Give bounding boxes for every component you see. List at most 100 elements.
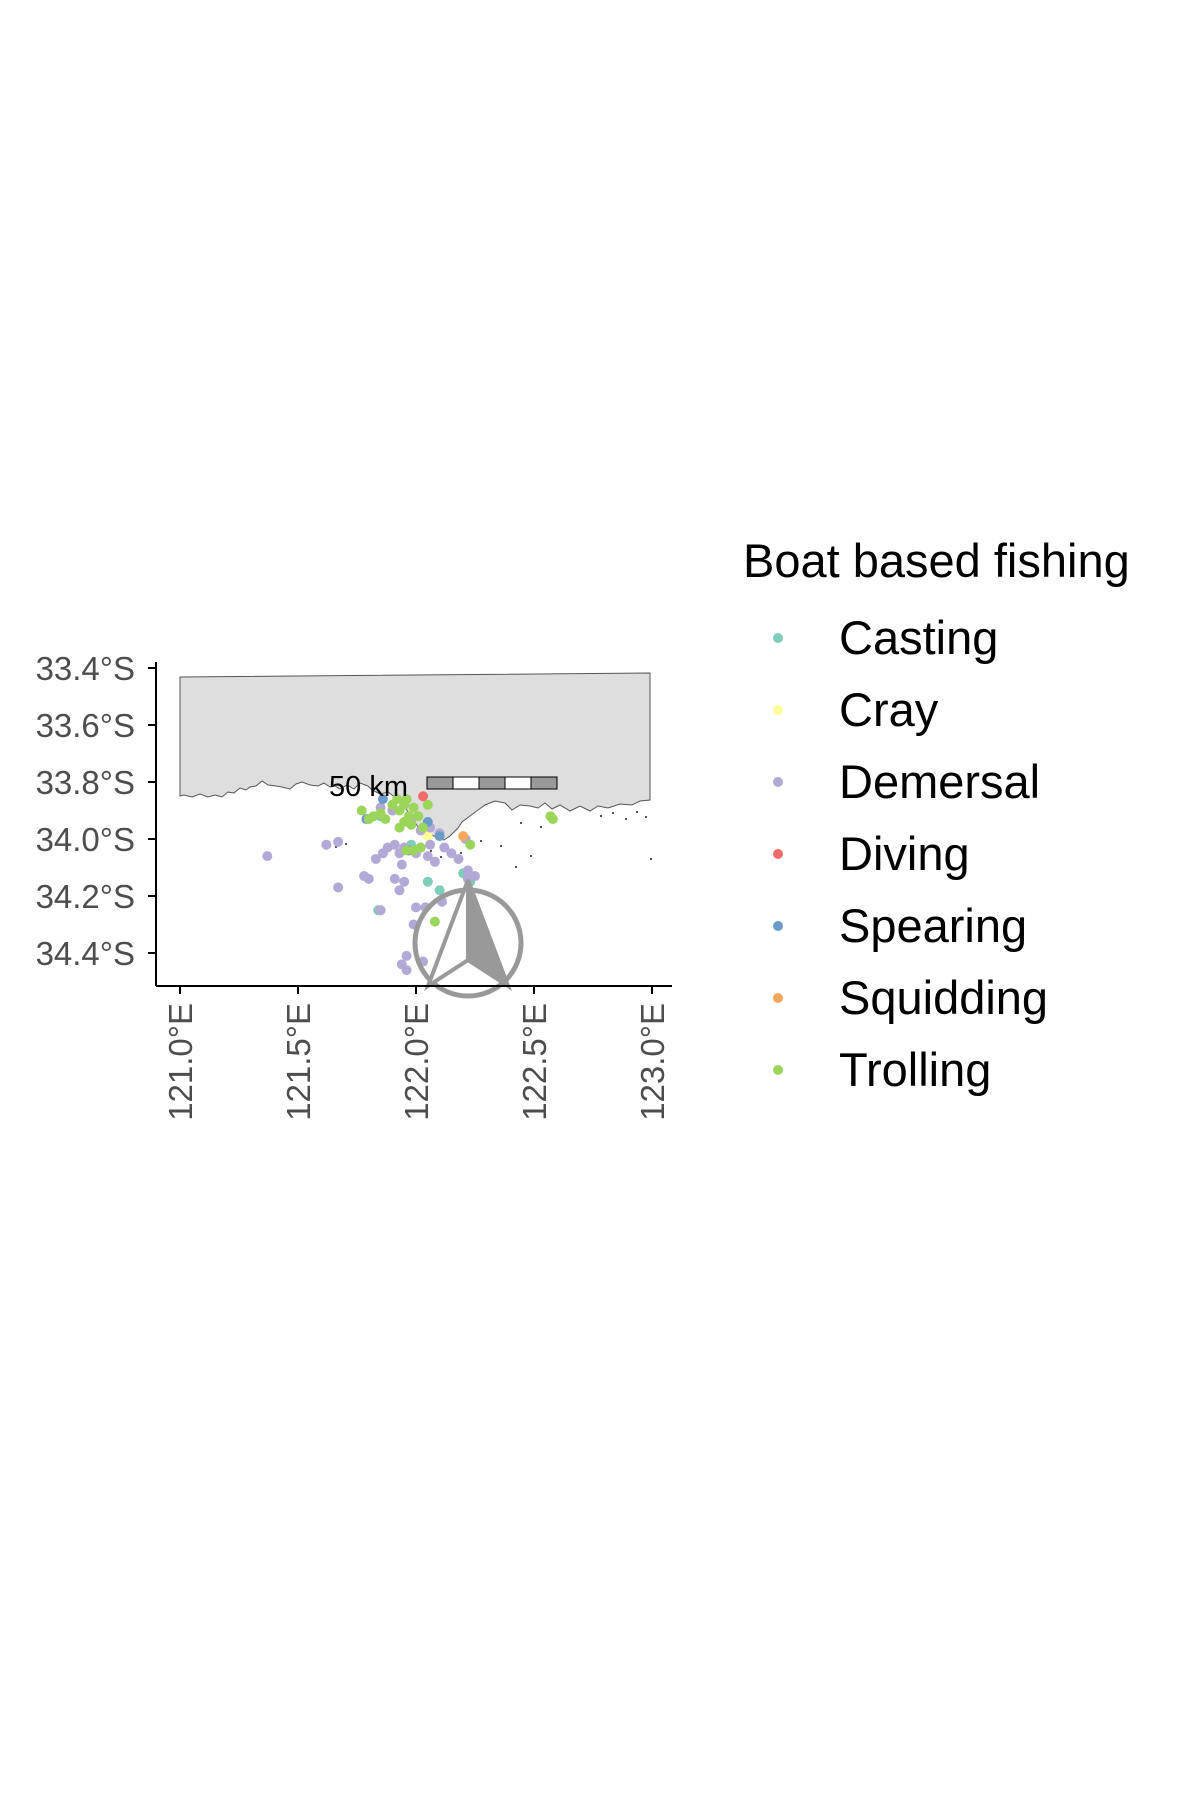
point-trolling xyxy=(401,794,412,805)
legend-label-demersal: Demersal xyxy=(839,755,1040,808)
y-tick-label: 34.4°S xyxy=(36,935,135,972)
point-spearing xyxy=(377,794,388,805)
point-demersal xyxy=(439,842,450,853)
legend-key-cray xyxy=(773,705,783,715)
point-trolling xyxy=(429,916,440,927)
point-demersal xyxy=(333,836,344,847)
point-trolling xyxy=(408,802,419,813)
point-trolling xyxy=(422,799,433,810)
point-demersal xyxy=(321,839,332,850)
point-trolling xyxy=(413,811,424,822)
island xyxy=(515,866,517,868)
legend-key-spearing xyxy=(773,921,783,931)
point-demersal xyxy=(363,873,374,884)
island xyxy=(500,845,502,847)
point-demersal xyxy=(453,853,464,864)
x-tick-label: 122.0°E xyxy=(398,1003,435,1121)
x-axis-ticks: 121.0°E 121.5°E 122.0°E 122.5°E 123.0°E xyxy=(162,986,671,1121)
point-demersal xyxy=(411,902,421,913)
island xyxy=(335,846,337,848)
x-tick-label: 122.5°E xyxy=(516,1003,553,1121)
legend-key-trolling xyxy=(773,1065,783,1075)
legend-label-diving: Diving xyxy=(839,827,970,880)
north-arrow-icon xyxy=(412,879,524,999)
point-demersal xyxy=(396,859,407,870)
island xyxy=(636,811,638,813)
offshore-islands xyxy=(335,811,652,872)
legend-label-squidding: Squidding xyxy=(839,971,1048,1024)
point-demersal xyxy=(394,885,405,896)
point-demersal xyxy=(262,851,273,862)
y-tick-label: 33.8°S xyxy=(36,764,135,801)
island xyxy=(612,812,614,814)
x-tick-label: 123.0°E xyxy=(634,1003,671,1121)
point-trolling xyxy=(394,822,405,833)
legend-key-squidding xyxy=(773,993,783,1003)
point-demersal xyxy=(401,965,412,976)
y-tick-label: 33.6°S xyxy=(36,707,135,744)
point-trolling xyxy=(415,842,426,853)
point-trolling xyxy=(392,794,403,805)
point-casting xyxy=(422,876,433,887)
point-cray xyxy=(422,831,433,842)
scale-bar-segment xyxy=(426,776,454,790)
point-diving xyxy=(418,791,429,802)
legend-label-casting: Casting xyxy=(839,611,998,664)
island xyxy=(480,840,482,842)
legend-key-diving xyxy=(773,849,783,859)
scale-bar-segment xyxy=(530,776,558,790)
island xyxy=(650,858,652,860)
legend-key-demersal xyxy=(773,777,783,787)
axes: 33.4°S 33.6°S 33.8°S 34.0°S 34.2°S 34.4°S 121… xyxy=(36,650,672,1121)
island xyxy=(540,826,542,828)
legend-key-casting xyxy=(773,633,783,643)
point-trolling xyxy=(465,839,476,850)
point-demersal xyxy=(389,839,400,850)
scale-bar-segment xyxy=(452,776,480,790)
point-demersal xyxy=(429,856,440,867)
legend-label-spearing: Spearing xyxy=(839,899,1027,952)
point-squidding xyxy=(458,831,469,842)
point-demersal xyxy=(462,865,473,876)
x-tick-label: 121.0°E xyxy=(162,1003,199,1121)
point-demersal xyxy=(375,905,386,916)
data-points xyxy=(262,791,558,976)
island xyxy=(460,852,462,854)
point-demersal xyxy=(389,873,400,884)
island xyxy=(530,855,532,857)
legend-title: Boat based fishing xyxy=(743,534,1130,587)
y-tick-label: 33.4°S xyxy=(36,650,135,687)
legend-label-trolling: Trolling xyxy=(839,1043,991,1096)
point-spearing xyxy=(434,831,445,842)
scale-bar-segment xyxy=(504,776,532,790)
x-tick-label: 121.5°E xyxy=(280,1003,317,1121)
point-demersal xyxy=(422,851,433,862)
point-demersal xyxy=(399,876,410,887)
island xyxy=(600,815,602,817)
point-trolling xyxy=(380,814,391,825)
scale-bar-label: 50 km xyxy=(329,771,408,803)
island xyxy=(345,843,347,845)
point-casting xyxy=(434,885,445,896)
point-demersal xyxy=(401,950,412,961)
point-trolling xyxy=(401,845,412,856)
point-trolling xyxy=(418,822,429,833)
point-demersal xyxy=(425,839,436,850)
point-demersal xyxy=(370,853,381,864)
point-demersal xyxy=(333,882,344,893)
point-demersal xyxy=(470,871,480,882)
legend-label-cray: Cray xyxy=(839,683,939,736)
point-demersal xyxy=(446,848,457,859)
scale-bar-segment xyxy=(478,776,506,790)
island xyxy=(520,822,522,824)
island xyxy=(440,856,442,858)
island xyxy=(625,818,627,820)
point-trolling xyxy=(547,814,558,825)
y-tick-label: 34.2°S xyxy=(36,878,135,915)
island xyxy=(645,816,647,818)
point-trolling xyxy=(356,805,367,816)
legend: Boat based fishing Casting Cray Demersal Di… xyxy=(743,534,1130,1096)
scale-bar: 50 km xyxy=(329,771,558,803)
y-axis-ticks: 33.4°S 33.6°S 33.8°S 34.0°S 34.2°S 34.4°S xyxy=(36,650,156,972)
